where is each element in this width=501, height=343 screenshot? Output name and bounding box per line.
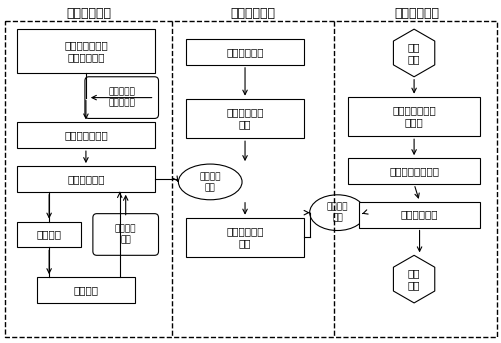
Bar xyxy=(348,97,479,136)
Ellipse shape xyxy=(309,195,365,230)
Text: 配电网综合评价: 配电网综合评价 xyxy=(64,130,108,140)
Text: 投资方向决策: 投资方向决策 xyxy=(230,7,275,20)
Text: 分类项目综合评价: 分类项目综合评价 xyxy=(388,166,438,176)
Text: 电力需求: 电力需求 xyxy=(73,285,98,295)
Bar xyxy=(17,222,81,247)
Text: 经营效益: 经营效益 xyxy=(37,229,62,239)
Text: 项目属性优化
配置: 项目属性优化 配置 xyxy=(226,226,263,249)
Bar xyxy=(359,202,479,227)
FancyBboxPatch shape xyxy=(93,214,158,255)
Text: 项目属性重要
程度: 项目属性重要 程度 xyxy=(226,107,263,130)
Bar xyxy=(17,29,154,73)
Text: 分类项目评价指
标体系: 分类项目评价指 标体系 xyxy=(391,105,435,128)
Text: 配电网建设成效
评价指标体系: 配电网建设成效 评价指标体系 xyxy=(64,40,108,62)
Text: 投资规模决策: 投资规模决策 xyxy=(66,7,111,20)
Bar xyxy=(186,39,303,65)
FancyBboxPatch shape xyxy=(85,77,158,118)
Text: 项目优选模型: 项目优选模型 xyxy=(400,210,437,220)
Polygon shape xyxy=(393,255,434,303)
Bar xyxy=(348,158,479,184)
Text: 属性投资
约束: 属性投资 约束 xyxy=(326,203,348,223)
Text: 历史、规划
目标年数据: 历史、规划 目标年数据 xyxy=(108,87,135,108)
Text: 区域优化配置: 区域优化配置 xyxy=(67,174,105,184)
Polygon shape xyxy=(393,29,434,77)
Text: 项目
出库: 项目 出库 xyxy=(407,268,419,290)
Bar xyxy=(186,98,303,138)
Bar xyxy=(186,217,303,257)
Bar xyxy=(17,166,154,192)
Text: 项目
入库: 项目 入库 xyxy=(407,42,419,64)
Text: 项目属性匹配: 项目属性匹配 xyxy=(226,47,263,57)
Text: 硬性投资
约束: 硬性投资 约束 xyxy=(115,224,136,245)
Text: 配网投资
约束: 配网投资 约束 xyxy=(199,172,220,192)
Bar xyxy=(17,122,154,148)
Ellipse shape xyxy=(178,164,241,200)
Bar xyxy=(37,277,134,303)
Text: 投资项目决策: 投资项目决策 xyxy=(394,7,439,20)
